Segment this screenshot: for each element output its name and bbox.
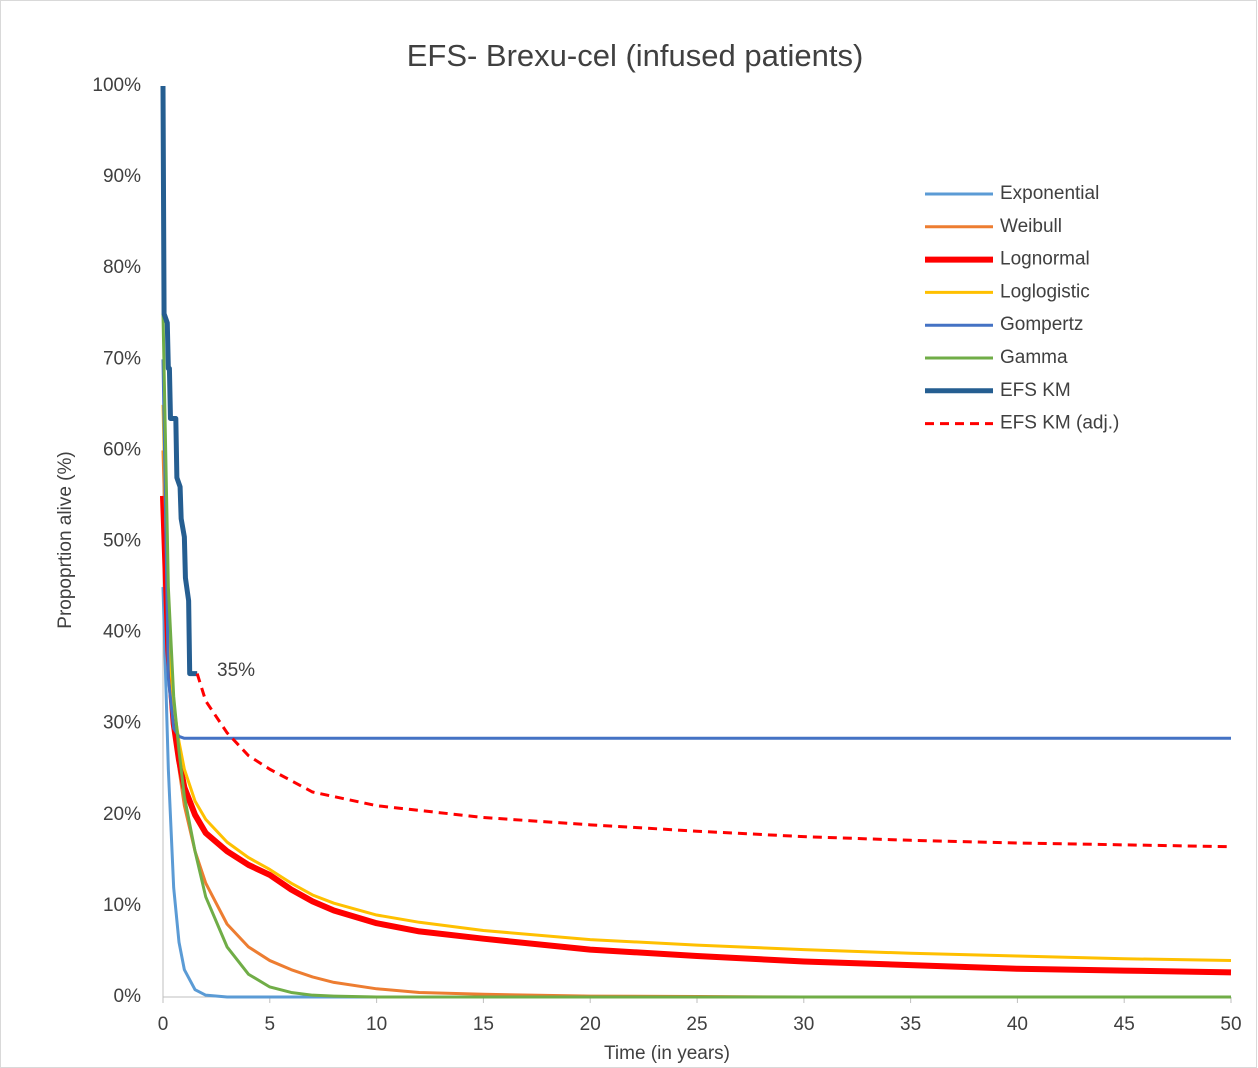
- series-line: [161, 404, 1232, 963]
- legend-label: EFS KM: [1000, 380, 1071, 401]
- x-tick-label: 0: [158, 1014, 169, 1035]
- chart-title: EFS- Brexu-cel (infused patients): [407, 38, 864, 73]
- y-tick-label: 10%: [103, 895, 141, 916]
- legend-label: Exponential: [1000, 183, 1099, 204]
- x-tick-label: 45: [1114, 1014, 1135, 1035]
- x-tick-label: 20: [580, 1014, 601, 1035]
- y-tick-label: 20%: [103, 804, 141, 825]
- y-tick-label: 30%: [103, 713, 141, 734]
- y-tick-label: 100%: [92, 75, 141, 96]
- legend-label: Lognormal: [1000, 249, 1090, 270]
- series-line: [161, 359, 1231, 740]
- x-tick-label: 5: [265, 1014, 276, 1035]
- y-tick-label: 60%: [103, 439, 141, 460]
- x-tick-label: 30: [793, 1014, 814, 1035]
- series-line: [161, 313, 1231, 999]
- annotation: 35%: [217, 660, 255, 681]
- series-line: [195, 673, 1232, 849]
- series-line: [160, 85, 198, 677]
- y-axis-label: Propoprtion alive (%): [55, 451, 76, 628]
- y-tick-label: 0%: [114, 986, 142, 1007]
- y-tick-label: 40%: [103, 622, 141, 643]
- x-tick-label: 35: [900, 1014, 921, 1035]
- x-axis-label: Time (in years): [604, 1043, 730, 1064]
- legend-label: Weibull: [1000, 216, 1062, 237]
- x-tick-label: 10: [366, 1014, 387, 1035]
- y-tick-label: 50%: [103, 531, 141, 552]
- legend-label: Gompertz: [1000, 314, 1083, 335]
- y-tick-label: 80%: [103, 257, 141, 278]
- legend-label: Loglogistic: [1000, 281, 1090, 302]
- y-tick-label: 70%: [103, 348, 141, 369]
- legend-label: Gamma: [1000, 347, 1068, 368]
- x-tick-label: 40: [1007, 1014, 1028, 1035]
- x-tick-label: 15: [473, 1014, 494, 1035]
- x-tick-label: 50: [1220, 1014, 1241, 1035]
- legend-label: EFS KM (adj.): [1000, 413, 1119, 434]
- x-tick-label: 25: [686, 1014, 707, 1035]
- y-tick-label: 90%: [103, 166, 141, 187]
